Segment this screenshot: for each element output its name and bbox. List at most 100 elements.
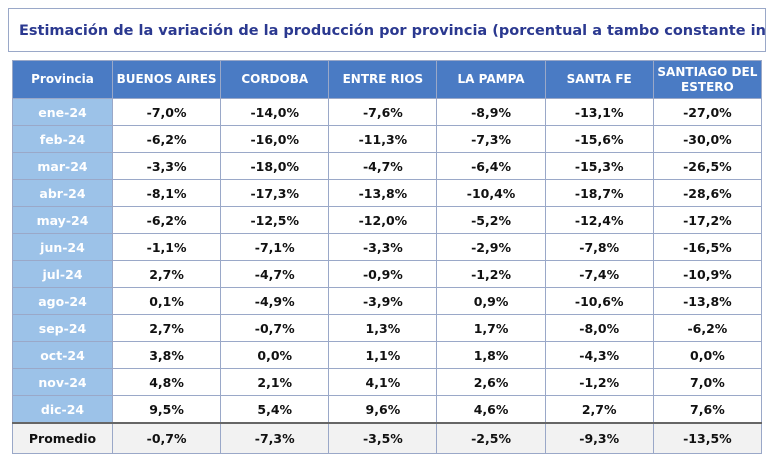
header-row: Provincia BUENOS AIRES CORDOBA ENTRE RIOS LA… <box>12 60 763 99</box>
row-label: mar-24 <box>12 152 113 180</box>
cell: -8,0% <box>544 314 654 342</box>
cell: -10,6% <box>544 287 654 315</box>
cell: -7,0% <box>111 98 222 126</box>
cell: -12,0% <box>328 206 438 234</box>
cell: -27,0% <box>652 98 763 126</box>
cell: 7,6% <box>652 395 763 424</box>
row: dic-24 9,5% 5,4% 9,6% 4,6% 2,7% 7,6% <box>12 395 763 424</box>
footer-cell: -0,7% <box>111 422 222 454</box>
header-cell: SANTIAGO DEL ESTERO <box>652 60 763 99</box>
footer-cell: -7,3% <box>220 422 330 454</box>
row-label: nov-24 <box>12 368 113 396</box>
cell: -4,7% <box>328 152 438 180</box>
cell: 3,8% <box>111 341 222 369</box>
cell: -6,4% <box>436 152 546 180</box>
cell: -12,4% <box>544 206 654 234</box>
cell: 9,5% <box>111 395 222 424</box>
cell: -8,9% <box>436 98 546 126</box>
cell: 7,0% <box>652 368 763 396</box>
cell: -28,6% <box>652 179 763 207</box>
cell: -5,2% <box>436 206 546 234</box>
cell: -16,5% <box>652 233 763 261</box>
row: feb-24 -6,2% -16,0% -11,3% -7,3% -15,6% -30,0% <box>12 125 763 153</box>
cell: -4,3% <box>544 341 654 369</box>
cell: -13,8% <box>652 287 763 315</box>
cell: -6,2% <box>652 314 763 342</box>
row-label: sep-24 <box>12 314 113 342</box>
cell: -15,6% <box>544 125 654 153</box>
row-label: feb-24 <box>12 125 113 153</box>
row-label: ago-24 <box>12 287 113 315</box>
header-cell: Provincia <box>12 60 113 99</box>
cell: -30,0% <box>652 125 763 153</box>
cell: -13,1% <box>544 98 654 126</box>
cell: 1,1% <box>328 341 438 369</box>
cell: -18,7% <box>544 179 654 207</box>
cell: -4,7% <box>220 260 330 288</box>
row: mar-24 -3,3% -18,0% -4,7% -6,4% -15,3% -26,5% <box>12 152 763 180</box>
cell: -1,2% <box>436 260 546 288</box>
cell: 2,6% <box>436 368 546 396</box>
row-label: oct-24 <box>12 341 113 369</box>
cell: -3,3% <box>328 233 438 261</box>
cell: 4,1% <box>328 368 438 396</box>
cell: -7,6% <box>328 98 438 126</box>
cell: -13,8% <box>328 179 438 207</box>
row: ene-24 -7,0% -14,0% -7,6% -8,9% -13,1% -27,0% <box>12 98 763 126</box>
cell: -6,2% <box>111 206 222 234</box>
cell: -17,3% <box>220 179 330 207</box>
cell: -7,3% <box>436 125 546 153</box>
row: jul-24 2,7% -4,7% -0,9% -1,2% -7,4% -10,9% <box>12 260 763 288</box>
row-label: may-24 <box>12 206 113 234</box>
cell: -4,9% <box>220 287 330 315</box>
title: Estimación de la variación de la producc… <box>8 8 766 52</box>
table: Provincia BUENOS AIRES CORDOBA ENTRE RIOS LA… <box>12 60 763 454</box>
cell: 9,6% <box>328 395 438 424</box>
cell: 4,6% <box>436 395 546 424</box>
footer-cell: -3,5% <box>328 422 438 454</box>
cell: -16,0% <box>220 125 330 153</box>
cell: -26,5% <box>652 152 763 180</box>
footer-label: Promedio <box>12 422 113 454</box>
row-label: abr-24 <box>12 179 113 207</box>
cell: -1,1% <box>111 233 222 261</box>
cell: 1,3% <box>328 314 438 342</box>
row: abr-24 -8,1% -17,3% -13,8% -10,4% -18,7% -28,6… <box>12 179 763 207</box>
footer-cell: -2,5% <box>436 422 546 454</box>
cell: 1,8% <box>436 341 546 369</box>
cell: -14,0% <box>220 98 330 126</box>
cell: -12,5% <box>220 206 330 234</box>
row-label: jun-24 <box>12 233 113 261</box>
row: oct-24 3,8% 0,0% 1,1% 1,8% -4,3% 0,0% <box>12 341 763 369</box>
cell: -3,3% <box>111 152 222 180</box>
cell: 2,1% <box>220 368 330 396</box>
cell: -0,7% <box>220 314 330 342</box>
row: may-24 -6,2% -12,5% -12,0% -5,2% -12,4% -17,2% <box>12 206 763 234</box>
cell: -17,2% <box>652 206 763 234</box>
footer-cell: -9,3% <box>544 422 654 454</box>
header-cell: CORDOBA <box>220 60 330 99</box>
row: sep-24 2,7% -0,7% 1,3% 1,7% -8,0% -6,2% <box>12 314 763 342</box>
row-label: jul-24 <box>12 260 113 288</box>
header-cell: LA PAMPA <box>436 60 546 99</box>
cell: -1,2% <box>544 368 654 396</box>
cell: -0,9% <box>328 260 438 288</box>
header-cell: BUENOS AIRES <box>111 60 222 99</box>
cell: -15,3% <box>544 152 654 180</box>
row-label: dic-24 <box>12 395 113 424</box>
cell: -3,9% <box>328 287 438 315</box>
cell: 0,1% <box>111 287 222 315</box>
cell: -2,9% <box>436 233 546 261</box>
cell: 4,8% <box>111 368 222 396</box>
cell: -7,4% <box>544 260 654 288</box>
footer-row: Promedio -0,7% -7,3% -3,5% -2,5% -9,3% -13,5% <box>12 422 763 454</box>
cell: 2,7% <box>111 314 222 342</box>
cell: 0,0% <box>220 341 330 369</box>
cell: -11,3% <box>328 125 438 153</box>
cell: 5,4% <box>220 395 330 424</box>
cell: -6,2% <box>111 125 222 153</box>
row-label: ene-24 <box>12 98 113 126</box>
cell: 0,0% <box>652 341 763 369</box>
cell: -8,1% <box>111 179 222 207</box>
